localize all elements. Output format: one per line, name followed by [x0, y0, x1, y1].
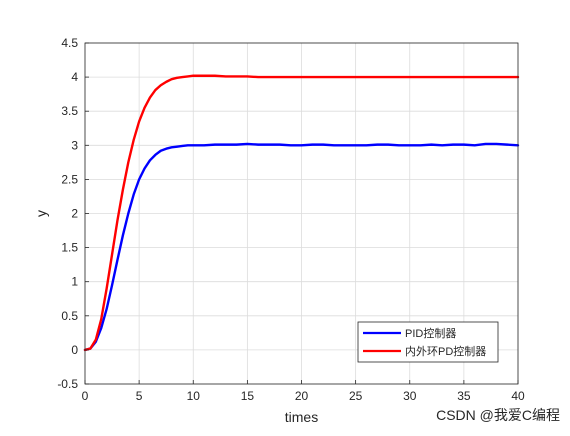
watermark: CSDN @我爱C编程 — [436, 407, 560, 423]
y-tick-label: 1.5 — [61, 241, 78, 255]
y-tick-label: -0.5 — [57, 377, 78, 391]
series-layer — [83, 74, 520, 352]
x-tick-label: 10 — [187, 389, 201, 403]
x-axis-label: times — [285, 409, 318, 425]
y-tick-label: 0 — [71, 343, 78, 357]
x-tick-label: 25 — [349, 389, 363, 403]
y-tick-label: 3 — [71, 138, 78, 152]
y-tick-label: 4.5 — [61, 36, 78, 50]
y-tick-label: 4 — [71, 70, 78, 84]
series-line-pd — [83, 74, 520, 352]
y-tick-label: 3.5 — [61, 104, 78, 118]
legend: PID控制器 内外环PD控制器 — [357, 321, 499, 363]
x-tick-label: 15 — [241, 389, 255, 403]
x-tick-label: 35 — [457, 389, 471, 403]
y-axis-label: y — [33, 210, 49, 217]
x-tick-label: 5 — [136, 389, 143, 403]
series-line-pid — [83, 142, 520, 352]
legend-label-pid: PID控制器 — [405, 326, 456, 340]
x-tick-label: 0 — [82, 389, 89, 403]
x-tick-label: 30 — [403, 389, 417, 403]
y-tick-label: 0.5 — [61, 309, 78, 323]
y-tick-label: 2 — [71, 207, 78, 221]
y-tick-label: 1 — [71, 275, 78, 289]
x-tick-label: 40 — [511, 389, 525, 403]
legend-label-pd: 内外环PD控制器 — [405, 344, 486, 358]
x-tick-label: 20 — [295, 389, 309, 403]
axis-ticks: 0 5 10 15 20 25 30 35 40 -0.5 0 0.5 1 1.5 2 2.5 3 3.5 4 4.5 — [57, 36, 525, 403]
legend-box — [357, 321, 499, 363]
y-tick-label: 2.5 — [61, 172, 78, 186]
